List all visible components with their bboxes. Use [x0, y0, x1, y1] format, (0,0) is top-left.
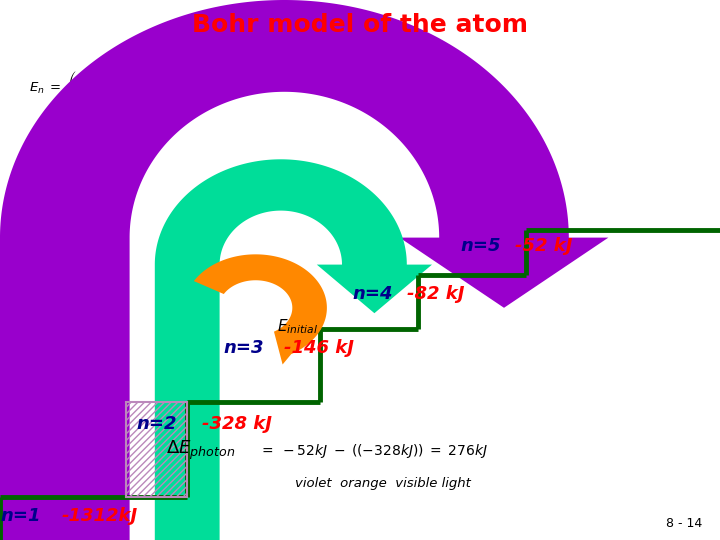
Text: violet  orange  visible light: violet orange visible light — [295, 477, 471, 490]
Text: -146 kJ: -146 kJ — [284, 339, 354, 357]
Text: $\therefore\;E_n\;=$: $\therefore\;E_n\;=$ — [29, 147, 86, 166]
Bar — [126, 402, 187, 497]
Text: $E_n\;=\;\left(\dfrac{-2.18\times10^{-18}\;kJ}{1}\right)\!\!\left(\dfrac{1}{n^2}: $E_n\;=\;\left(\dfrac{-2.18\times10^{-18… — [29, 69, 222, 104]
Text: $E_{initial}$: $E_{initial}$ — [277, 318, 318, 336]
Polygon shape — [0, 0, 608, 540]
Text: n=2: n=2 — [137, 415, 177, 433]
Text: n=5: n=5 — [461, 237, 501, 255]
Text: $\Delta E_{photon}$: $\Delta E_{photon}$ — [29, 199, 93, 222]
Polygon shape — [155, 159, 432, 540]
Text: 8 - 14: 8 - 14 — [666, 517, 702, 530]
Text: $=\;-52kJ\;-\;((-328kJ))\;=\;276kJ$: $=\;-52kJ\;-\;((-328kJ))\;=\;276kJ$ — [259, 442, 488, 460]
Text: Bohr model of the atom: Bohr model of the atom — [192, 14, 528, 37]
Text: n=4: n=4 — [353, 285, 393, 303]
Text: -52 kJ: -52 kJ — [515, 237, 572, 255]
Polygon shape — [194, 254, 327, 364]
Text: -82 kJ: -82 kJ — [407, 285, 464, 303]
Text: n=3: n=3 — [223, 339, 264, 357]
Text: -1312kJ: -1312kJ — [61, 507, 138, 525]
Text: $\Delta E_{photon}$: $\Delta E_{photon}$ — [166, 440, 235, 462]
Text: -328 kJ: -328 kJ — [202, 415, 271, 433]
Text: n=1: n=1 — [0, 507, 40, 525]
